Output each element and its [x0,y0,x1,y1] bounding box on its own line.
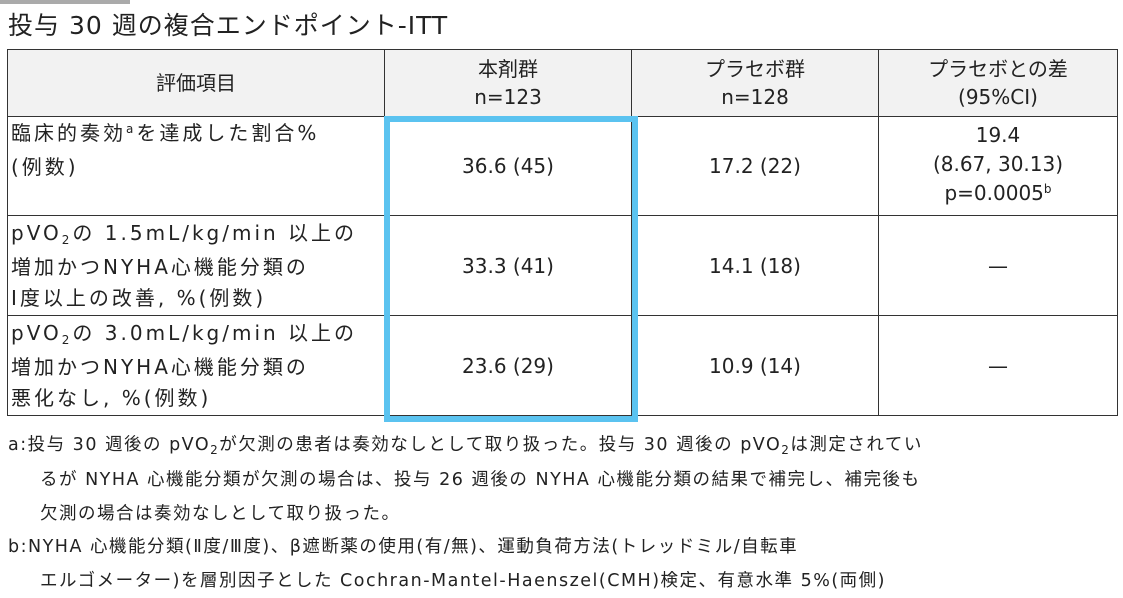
results-table: 評価項目 本剤群 n=123 プラセボ群 n=128 プラセボとの差 (95%CI) … [7,49,1118,416]
difference-value: 19.4 (8.67, 30.13) p=0.0005b [878,116,1118,216]
placebo-value: 10.9 (14) [631,315,879,416]
row-label: pVO2の 3.0mL/kg/min 以上の 増加かつNYHA心機能分類の 悪化… [7,315,385,416]
drug-value: 33.3 (41) [384,215,632,316]
row-label: 臨床的奏効aを達成した割合% (例数) [7,116,385,216]
table-row: pVO2の 3.0mL/kg/min 以上の 増加かつNYHA心機能分類の 悪化… [7,315,1118,416]
page-title: 投与 30 週の複合エンドポイント-ITT [8,11,449,40]
row-label: pVO2の 1.5mL/kg/min 以上の 増加かつNYHA心機能分類の Ⅰ度… [7,215,385,316]
difference-value: — [878,215,1118,316]
drug-value: 23.6 (29) [384,315,632,416]
footnote-b: b:NYHA 心機能分類(Ⅱ度/Ⅲ度)、β遮断薬の使用(有/無)、運動負荷方法(… [8,537,887,591]
header-endpoint: 評価項目 [7,49,385,117]
header-placebo-group: プラセボ群 n=128 [631,49,879,117]
placebo-value: 14.1 (18) [631,215,879,316]
drug-value: 36.6 (45) [384,116,632,216]
header-drug-group: 本剤群 n=123 [384,49,632,117]
table-header-row: 評価項目 本剤群 n=123 プラセボ群 n=128 プラセボとの差 (95%CI) [7,49,1118,117]
table-row: pVO2の 1.5mL/kg/min 以上の 増加かつNYHA心機能分類の Ⅰ度… [7,215,1118,316]
footnote-a: a:投与 30 週後の pVO2が欠測の患者は奏効なしとして取り扱った。投与 3… [8,435,923,524]
placebo-value: 17.2 (22) [631,116,879,216]
difference-value: — [878,315,1118,416]
cropped-text-remnant [0,0,130,4]
header-difference: プラセボとの差 (95%CI) [878,49,1118,117]
table-row: 臨床的奏効aを達成した割合% (例数) 36.6 (45) 17.2 (22) … [7,116,1118,216]
